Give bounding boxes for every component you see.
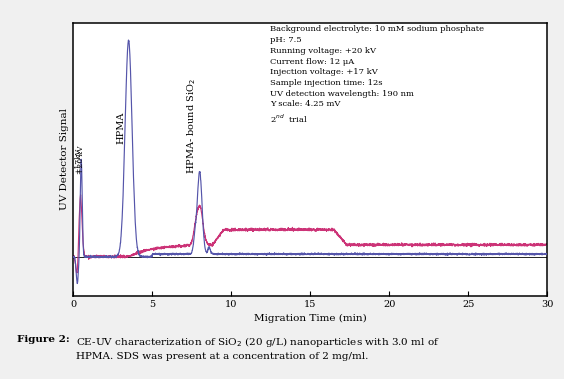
- Text: HPMA: HPMA: [116, 112, 125, 144]
- X-axis label: Migration Time (min): Migration Time (min): [254, 314, 367, 323]
- Text: +20 kV: +20 kV: [77, 146, 85, 174]
- Text: CE-UV characterization of SiO$_2$ (20 g/L) nanoparticles with 3.0 ml of
HPMA. SD: CE-UV characterization of SiO$_2$ (20 g/…: [76, 335, 440, 361]
- Text: Figure 2:: Figure 2:: [17, 335, 70, 345]
- Text: HPMA- bound SiO$_2$: HPMA- bound SiO$_2$: [186, 78, 198, 174]
- Text: +17kV: +17kV: [74, 148, 82, 174]
- Text: Background electrolyte: 10 mM sodium phosphate
pH: 7.5
Running voltage: +20 kV
C: Background electrolyte: 10 mM sodium pho…: [270, 25, 484, 125]
- Y-axis label: UV Detector Signal: UV Detector Signal: [60, 108, 69, 210]
